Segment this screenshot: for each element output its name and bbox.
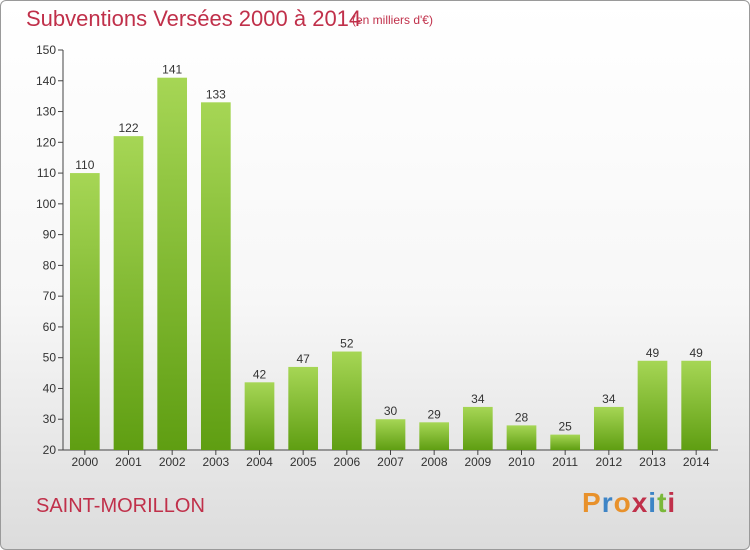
bar-value-label-2005: 47 [296,352,310,366]
x-tick-label-2002: 2002 [159,455,186,469]
y-tick-label: 60 [43,320,57,334]
bar-2001 [113,136,144,450]
proxiti-logo[interactable]: Proxiti [582,487,676,519]
y-tick-label: 130 [36,105,56,119]
x-tick-label-2001: 2001 [115,455,142,469]
bar-2010 [506,425,537,450]
logo-letter: t [657,487,668,518]
chart-unit-note: (en milliers d'€) [352,13,433,27]
bar-value-label-2013: 49 [646,346,660,360]
bar-value-labels: 110 122 141 133 42 47 52 30 29 34 28 25 34 49 49 [75,63,703,434]
x-tick-label-2014: 2014 [683,455,710,469]
y-tick-label: 120 [36,135,56,149]
y-tick-label: 80 [43,258,57,272]
bar-value-label-2012: 34 [602,392,616,406]
logo-letter: x [631,487,649,518]
x-tick-label-2009: 2009 [464,455,491,469]
bar-value-label-2009: 34 [471,392,485,406]
chart-title: Subventions Versées 2000 à 2014 [26,6,362,31]
x-tick-label-2013: 2013 [639,455,666,469]
bar-value-label-2008: 29 [427,407,441,421]
bars [69,77,712,451]
y-axis: 20 30 40 50 60 70 80 90 100 110 120 130 140 150 [36,43,64,457]
y-tick-label: 70 [43,289,57,303]
x-tick-label-2005: 2005 [290,455,317,469]
bar-2007 [375,419,406,450]
bar-value-label-2000: 110 [75,158,94,172]
x-tick-label-2011: 2011 [552,455,578,469]
bar-2008 [419,422,450,450]
bar-2002 [157,77,188,450]
bar-value-label-2010: 28 [515,410,529,424]
bar-value-label-2011: 25 [558,420,572,434]
bar-value-label-2006: 52 [340,337,354,351]
bar-value-label-2004: 42 [253,367,267,381]
town-name: SAINT-MORILLON [36,495,205,517]
bar-2012 [593,406,624,450]
x-tick-label-2007: 2007 [377,455,404,469]
x-tick-label-2006: 2006 [333,455,360,469]
x-tick-label-2008: 2008 [421,455,448,469]
bar-2006 [331,351,362,450]
x-tick-label-2003: 2003 [202,455,229,469]
logo-letter: i [667,487,677,518]
bar-2013 [637,360,668,450]
bar-2011 [550,434,581,450]
bar-2000 [69,173,100,451]
bar-value-label-2014: 49 [689,346,703,360]
y-tick-label: 110 [37,166,56,180]
y-tick-label: 40 [43,381,57,395]
bar-value-label-2002: 141 [162,63,182,77]
logo-letter: o [613,487,632,518]
logo-letter: P [582,487,602,518]
bar-2014 [681,360,712,450]
bar-2004 [244,382,275,450]
y-tick-label: 100 [36,197,56,211]
x-axis: 2000 2001 2002 2003 2004 2005 2006 2007 2008 2009… [63,449,718,469]
x-tick-label-2010: 2010 [508,455,535,469]
y-tick-label: 50 [43,351,57,365]
y-tick-label: 140 [36,74,56,88]
bar-2005 [288,366,319,450]
y-tick-label: 30 [43,412,57,426]
x-tick-label-2012: 2012 [595,455,622,469]
bar-value-label-2003: 133 [206,87,226,101]
logo-letter: i [648,487,658,518]
bar-2009 [462,406,493,450]
x-tick-label-2004: 2004 [246,455,273,469]
bar-value-label-2007: 30 [384,404,398,418]
bar-2003 [200,102,231,451]
bar-value-label-2001: 122 [118,121,138,135]
y-tick-label: 20 [43,443,57,457]
logo-letter: r [601,487,614,518]
y-tick-label: 150 [36,43,56,57]
x-tick-label-2000: 2000 [71,455,98,469]
y-tick-label: 90 [43,228,57,242]
